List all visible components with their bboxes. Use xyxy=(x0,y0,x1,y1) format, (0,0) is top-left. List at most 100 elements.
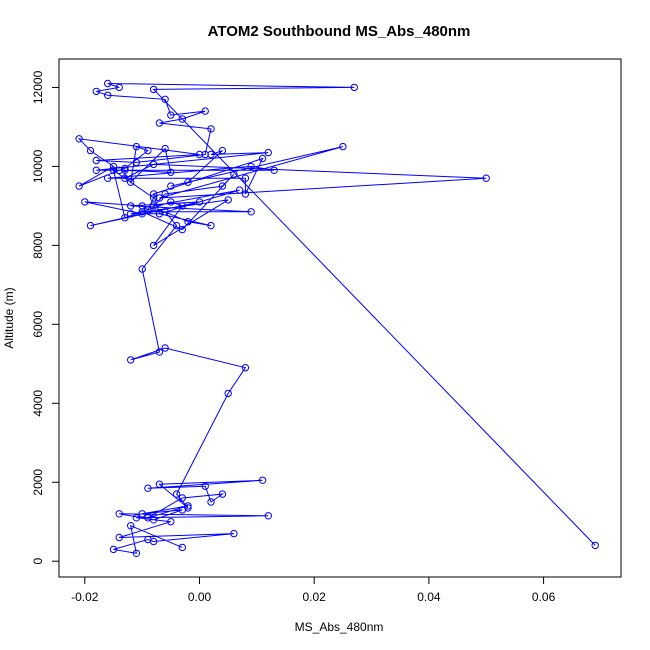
data-point xyxy=(121,214,129,222)
data-point xyxy=(81,198,89,206)
data-point xyxy=(207,125,215,133)
data-point xyxy=(241,190,250,198)
data-point xyxy=(224,389,232,398)
chart-title: ATOM2 Southbound MS_Abs_480nm xyxy=(208,23,471,40)
data-point xyxy=(270,166,278,175)
data-point xyxy=(207,221,215,230)
data-point xyxy=(264,148,272,157)
data-point xyxy=(115,510,123,518)
data-point xyxy=(92,166,101,175)
data-point xyxy=(167,182,175,190)
data-point xyxy=(201,107,209,115)
data-point xyxy=(224,196,232,204)
data-point xyxy=(127,210,135,218)
data-point xyxy=(155,480,164,488)
x-tick-label: 0.04 xyxy=(417,590,441,604)
series-line xyxy=(77,83,596,554)
x-tick-label: 0.06 xyxy=(532,590,556,604)
data-point xyxy=(109,166,118,175)
y-tick-label: 4000 xyxy=(31,390,45,417)
data-point xyxy=(138,202,146,210)
data-point xyxy=(591,541,599,550)
y-tick-label: 10000 xyxy=(31,149,45,183)
data-point xyxy=(127,178,135,186)
data-point xyxy=(264,512,272,520)
data-point xyxy=(121,174,129,182)
data-point xyxy=(149,194,158,202)
data-point xyxy=(230,170,238,179)
data-point xyxy=(201,150,209,159)
data-point xyxy=(247,208,255,216)
series-layer xyxy=(75,79,599,557)
data-point xyxy=(350,83,358,92)
data-point xyxy=(172,221,181,230)
data-point xyxy=(144,206,152,214)
x-axis: -0.02 0.00 0.02 0.04 0.06 xyxy=(71,576,556,604)
data-point xyxy=(161,95,169,104)
data-point xyxy=(167,111,175,119)
data-point xyxy=(115,83,123,92)
data-point xyxy=(115,533,123,542)
data-point xyxy=(167,198,175,206)
data-point xyxy=(86,146,95,155)
data-point xyxy=(218,146,227,155)
data-point xyxy=(127,356,135,364)
x-tick-label: 0.00 xyxy=(188,590,212,604)
y-tick-label: 0 xyxy=(31,558,45,565)
data-point xyxy=(178,506,187,514)
y-tick-label: 2000 xyxy=(31,469,45,496)
data-point xyxy=(132,158,141,167)
y-axis: 0 2000 4000 6000 8000 10000 12000 xyxy=(31,70,60,565)
data-point xyxy=(104,79,112,88)
data-point xyxy=(155,194,164,202)
data-point xyxy=(161,190,169,198)
data-point xyxy=(149,190,158,198)
data-point xyxy=(121,166,129,175)
y-axis-label: Altitude (m) xyxy=(2,287,16,348)
data-point xyxy=(482,174,490,182)
data-point xyxy=(247,162,255,171)
data-point xyxy=(121,164,129,173)
x-tick-label: -0.02 xyxy=(71,590,99,604)
data-point xyxy=(195,198,204,206)
data-point xyxy=(339,142,347,151)
data-point xyxy=(104,91,112,100)
data-point xyxy=(92,87,101,96)
data-point xyxy=(92,156,101,165)
data-point xyxy=(149,241,158,250)
data-point xyxy=(241,364,250,372)
data-point xyxy=(207,498,215,506)
data-point xyxy=(201,482,209,490)
data-point xyxy=(132,514,141,522)
data-point xyxy=(132,142,141,151)
data-point xyxy=(161,344,169,352)
data-point xyxy=(241,174,250,182)
data-point xyxy=(149,516,158,524)
data-point xyxy=(155,348,164,356)
y-tick-label: 12000 xyxy=(31,70,45,104)
data-point xyxy=(144,146,152,155)
data-point xyxy=(138,210,146,218)
data-point xyxy=(258,154,267,163)
data-point xyxy=(235,186,244,194)
data-point xyxy=(127,202,135,210)
data-point xyxy=(207,150,215,159)
data-point xyxy=(161,144,169,153)
data-point xyxy=(218,182,227,190)
y-tick-label: 6000 xyxy=(31,311,45,338)
data-point xyxy=(149,202,158,210)
data-point xyxy=(138,265,146,273)
data-point xyxy=(149,160,158,169)
data-point xyxy=(144,535,152,544)
data-point xyxy=(109,545,118,554)
data-point xyxy=(178,202,187,210)
plot-frame xyxy=(58,58,622,578)
data-point xyxy=(144,484,152,492)
data-point xyxy=(178,115,187,123)
data-point xyxy=(230,529,238,538)
data-point xyxy=(218,490,227,498)
data-point xyxy=(155,119,164,127)
data-point xyxy=(195,150,204,159)
data-point xyxy=(127,522,135,530)
data-point xyxy=(178,225,187,234)
